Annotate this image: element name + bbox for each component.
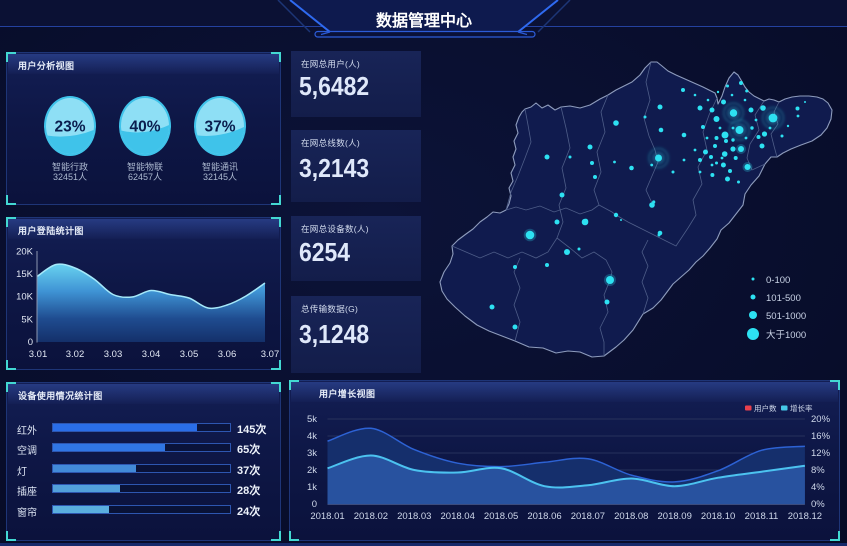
svg-text:3.04: 3.04 <box>142 349 161 360</box>
svg-text:2018.03: 2018.03 <box>397 511 431 522</box>
svg-text:智能行政: 智能行政 <box>52 161 88 172</box>
svg-text:4%: 4% <box>811 482 825 493</box>
svg-text:0%: 0% <box>811 499 825 510</box>
svg-text:增长率: 增长率 <box>790 403 813 413</box>
svg-text:62457人: 62457人 <box>128 172 162 182</box>
svg-text:15K: 15K <box>16 269 34 280</box>
svg-text:10K: 10K <box>16 292 34 303</box>
svg-text:16%: 16% <box>811 431 831 442</box>
svg-text:2018.09: 2018.09 <box>658 511 692 522</box>
svg-text:3.05: 3.05 <box>180 349 199 360</box>
svg-text:3k: 3k <box>307 448 317 459</box>
svg-text:2018.01: 2018.01 <box>310 511 344 522</box>
svg-text:3.02: 3.02 <box>66 349 85 360</box>
svg-text:32145人: 32145人 <box>203 172 237 182</box>
svg-text:4k: 4k <box>307 431 317 442</box>
svg-text:5k: 5k <box>307 414 317 425</box>
svg-text:2018.04: 2018.04 <box>441 511 475 522</box>
svg-text:12%: 12% <box>811 448 831 459</box>
svg-text:0: 0 <box>312 499 317 510</box>
svg-text:101-500: 101-500 <box>766 293 801 304</box>
svg-text:20K: 20K <box>16 247 34 258</box>
svg-text:501-1000: 501-1000 <box>766 311 806 322</box>
svg-text:2018.06: 2018.06 <box>527 511 561 522</box>
svg-text:23%: 23% <box>54 119 85 136</box>
svg-text:20%: 20% <box>811 414 831 425</box>
svg-text:智能通讯: 智能通讯 <box>202 161 238 172</box>
svg-text:0: 0 <box>28 337 33 348</box>
svg-text:40%: 40% <box>129 119 160 136</box>
svg-text:5K: 5K <box>21 315 33 326</box>
svg-text:1k: 1k <box>307 482 317 493</box>
svg-text:2018.10: 2018.10 <box>701 511 735 522</box>
svg-text:37%: 37% <box>204 119 235 136</box>
svg-text:大于1000: 大于1000 <box>766 329 806 341</box>
svg-text:2018.02: 2018.02 <box>354 511 388 522</box>
svg-text:8%: 8% <box>811 465 825 476</box>
svg-text:智能物联: 智能物联 <box>127 161 163 172</box>
svg-text:3.07: 3.07 <box>261 349 280 360</box>
svg-text:2018.05: 2018.05 <box>484 511 518 522</box>
svg-text:2018.12: 2018.12 <box>788 511 822 522</box>
svg-text:32451人: 32451人 <box>53 172 87 182</box>
svg-text:2k: 2k <box>307 465 317 476</box>
svg-text:0-100: 0-100 <box>766 275 790 286</box>
svg-text:3.01: 3.01 <box>29 349 48 360</box>
svg-text:2018.08: 2018.08 <box>614 511 648 522</box>
svg-text:2018.07: 2018.07 <box>571 511 605 522</box>
svg-text:3.03: 3.03 <box>104 349 123 360</box>
svg-text:用户数: 用户数 <box>754 403 777 413</box>
svg-text:3.06: 3.06 <box>218 349 237 360</box>
svg-text:2018.11: 2018.11 <box>745 511 779 522</box>
